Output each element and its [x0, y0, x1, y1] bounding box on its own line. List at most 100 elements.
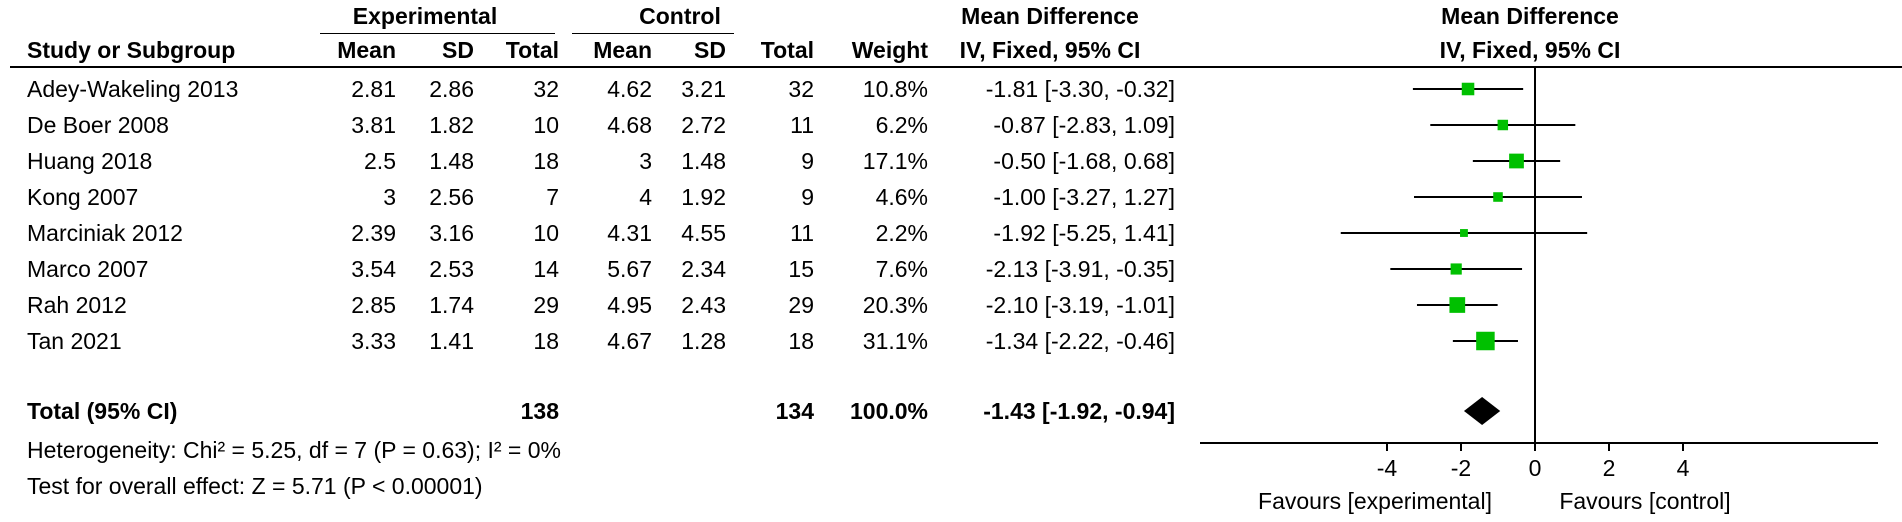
- mean-exp: 3.33: [351, 328, 396, 354]
- effect-square: [1509, 153, 1524, 169]
- sd-ctl: 1.92: [681, 184, 726, 210]
- x-tick-label: -2: [1451, 455, 1471, 481]
- mean-ctl: 4.67: [607, 328, 652, 354]
- study-name: De Boer 2008: [27, 112, 169, 138]
- mean-ctl: 4.62: [607, 76, 652, 102]
- ci-text: -1.00 [-3.27, 1.27]: [993, 184, 1175, 210]
- col-total-exp: Total: [505, 37, 559, 63]
- mean-exp: 3: [383, 184, 396, 210]
- x-tick-label: 4: [1677, 455, 1690, 481]
- sd-exp: 3.16: [429, 220, 474, 246]
- mean-ctl: 3: [639, 148, 652, 174]
- total-exp-sum: 138: [520, 398, 559, 424]
- x-tick-label: -4: [1377, 455, 1398, 481]
- total-ctl: 18: [788, 328, 814, 354]
- total-exp: 29: [533, 292, 559, 318]
- study-name: Kong 2007: [27, 184, 139, 210]
- plot-method: IV, Fixed, 95% CI: [1439, 37, 1621, 63]
- study-name: Marco 2007: [27, 256, 149, 282]
- mean-ctl: 4.95: [607, 292, 652, 318]
- sd-exp: 1.41: [429, 328, 474, 354]
- ci-text: -0.50 [-1.68, 0.68]: [993, 148, 1175, 174]
- sd-ctl: 1.28: [681, 328, 726, 354]
- col-mean-ctl: Mean: [593, 37, 652, 63]
- col-ci: IV, Fixed, 95% CI: [959, 37, 1141, 63]
- col-sd-ctl: SD: [694, 37, 726, 63]
- header-rule: [10, 66, 1902, 68]
- overall-effect-text: Test for overall effect: Z = 5.71 (P < 0…: [27, 473, 483, 499]
- total-label: Total (95% CI): [27, 398, 178, 424]
- x-tick-label: 2: [1603, 455, 1616, 481]
- total-exp: 10: [533, 112, 559, 138]
- total-ctl: 11: [790, 112, 814, 138]
- sd-exp: 2.86: [429, 76, 474, 102]
- sd-exp: 2.56: [429, 184, 474, 210]
- total-exp: 14: [533, 256, 559, 282]
- ci-text: -2.10 [-3.19, -1.01]: [985, 292, 1175, 318]
- favours-experimental-label: Favours [experimental]: [1258, 488, 1492, 514]
- sd-ctl: 1.48: [681, 148, 726, 174]
- total-exp: 32: [533, 76, 559, 102]
- pooled-diamond: [1463, 397, 1501, 425]
- study-name: Adey-Wakeling 2013: [27, 76, 239, 102]
- weight: 4.6%: [875, 184, 928, 210]
- ci-text: -0.87 [-2.83, 1.09]: [993, 112, 1175, 138]
- sd-ctl: 2.34: [681, 256, 726, 282]
- sd-exp: 1.74: [429, 292, 474, 318]
- mean-ctl: 4: [639, 184, 652, 210]
- ci-text: -1.92 [-5.25, 1.41]: [993, 220, 1175, 246]
- total-exp: 10: [533, 220, 559, 246]
- sd-exp: 1.82: [429, 112, 474, 138]
- effect-square: [1460, 229, 1468, 237]
- total-exp: 7: [546, 184, 559, 210]
- x-tick-label: 0: [1529, 455, 1542, 481]
- experimental-group-header: Experimental: [352, 3, 498, 29]
- weight: 2.2%: [875, 220, 928, 246]
- mean-difference-header: Mean Difference: [961, 3, 1139, 29]
- weight: 10.8%: [862, 76, 928, 102]
- effect-square: [1493, 192, 1503, 202]
- col-total-ctl: Total: [760, 37, 814, 63]
- total-exp: 18: [533, 328, 559, 354]
- effect-square: [1449, 297, 1466, 313]
- total-ctl: 29: [788, 292, 814, 318]
- study-name: Rah 2012: [27, 292, 127, 318]
- effect-square: [1497, 119, 1509, 131]
- mean-ctl: 4.31: [607, 220, 652, 246]
- sd-ctl: 4.55: [681, 220, 726, 246]
- effect-square: [1476, 331, 1495, 351]
- mean-exp: 2.39: [351, 220, 396, 246]
- total-ctl: 11: [790, 220, 814, 246]
- total-weight: 100.0%: [849, 398, 928, 424]
- sd-ctl: 2.72: [681, 112, 726, 138]
- total-ctl: 9: [801, 148, 814, 174]
- col-weight: Weight: [851, 37, 928, 63]
- experimental-underline: [320, 33, 555, 34]
- ci-text: -2.13 [-3.91, -0.35]: [985, 256, 1175, 282]
- ci-text: -1.81 [-3.30, -0.32]: [985, 76, 1175, 102]
- col-mean-exp: Mean: [337, 37, 396, 63]
- sd-ctl: 2.43: [681, 292, 726, 318]
- weight: 20.3%: [862, 292, 928, 318]
- weight: 7.6%: [875, 256, 928, 282]
- total-ctl: 9: [801, 184, 814, 210]
- mean-exp: 3.54: [351, 256, 396, 282]
- mean-ctl: 4.68: [607, 112, 652, 138]
- sd-exp: 2.53: [429, 256, 474, 282]
- plot-title: Mean Difference: [1441, 3, 1619, 29]
- mean-exp: 2.81: [351, 76, 396, 102]
- sd-ctl: 3.21: [681, 76, 726, 102]
- col-sd-exp: SD: [442, 37, 474, 63]
- weight: 17.1%: [862, 148, 928, 174]
- effect-square: [1450, 263, 1462, 275]
- heterogeneity-text: Heterogeneity: Chi² = 5.25, df = 7 (P = …: [27, 437, 561, 463]
- control-underline: [572, 33, 734, 34]
- total-ctl: 15: [788, 256, 814, 282]
- ci-text: -1.34 [-2.22, -0.46]: [985, 328, 1175, 354]
- mean-ctl: 5.67: [607, 256, 652, 282]
- total-ctl: 32: [788, 76, 814, 102]
- effect-square: [1461, 82, 1475, 96]
- sd-exp: 1.48: [429, 148, 474, 174]
